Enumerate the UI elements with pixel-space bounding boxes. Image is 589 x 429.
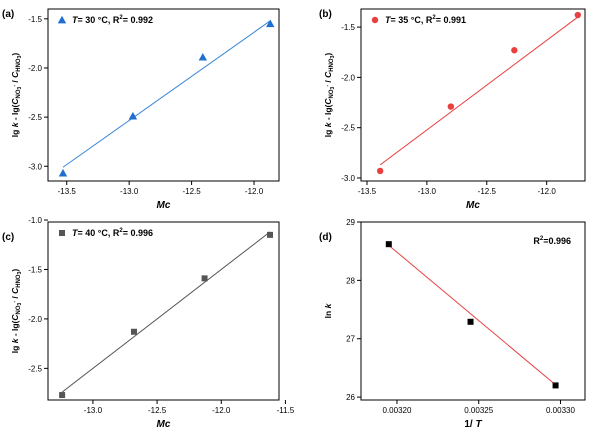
y-axis-label: ln k (323, 302, 333, 318)
data-point (552, 382, 559, 389)
x-axis-label: Mc (157, 200, 171, 211)
plot-frame (360, 221, 586, 401)
x-tick-label: -12.0 (245, 187, 264, 196)
x-tick-label: 0.00330 (546, 406, 575, 415)
data-point (467, 318, 474, 325)
y-tick-label: 28 (346, 276, 355, 285)
data-point (511, 47, 518, 54)
y-tick-label: 27 (346, 335, 355, 344)
y-tick-label: 26 (346, 393, 355, 402)
data-point (59, 392, 66, 399)
chart-panel-b: (b) -13.5 -13.0 -12.5 -12.0 -3.0 -2.5 -2.0 -1.5 M… (319, 8, 586, 211)
x-tick-label: -13.5 (58, 187, 77, 196)
legend-text: R2=0.996 (533, 236, 571, 246)
data-point (574, 11, 582, 19)
chart-panel-c: (c) -13.0 -12.5 -12.0 -11.5 -2.5 -2.0 -1.5 -1.0 M… (2, 216, 295, 429)
y-tick-label: -3.0 (341, 174, 355, 183)
panel-letter: (a) (2, 9, 14, 20)
data-point (376, 167, 384, 175)
y-tick-label: -2.5 (28, 364, 42, 373)
x-tick-label: 0.00325 (464, 406, 493, 415)
x-tick-label: -13.0 (120, 187, 139, 196)
y-tick-label: -2.0 (28, 315, 42, 324)
data-point (266, 19, 275, 28)
y-tick-label: -2.5 (341, 124, 355, 133)
y-tick-label: 29 (346, 218, 355, 227)
legend-marker (59, 230, 65, 236)
x-tick-label: -13.0 (84, 406, 103, 415)
panel-letter: (d) (319, 232, 332, 243)
chart-panel-a: (a) -13.5 -13.0 -12.5 -12.0 -3.0 -2.5 -2.0 -1.5 M… (2, 8, 280, 211)
plot-frame (47, 221, 280, 401)
x-tick-label: -13.0 (418, 187, 437, 196)
panel-letter: (b) (319, 9, 332, 20)
data-point (198, 52, 208, 61)
plot-frame (360, 8, 586, 182)
x-tick-label: 0.00320 (383, 406, 412, 415)
x-tick-label: -12.5 (148, 406, 167, 415)
y-tick-label: -2.0 (28, 64, 42, 73)
x-tick-label: -12.0 (212, 406, 231, 415)
legend-marker (371, 16, 379, 24)
data-point (385, 241, 392, 248)
panel-letter: (c) (2, 232, 14, 243)
y-tick-label: -1.5 (28, 265, 42, 274)
x-axis-label: Mc (157, 419, 171, 429)
data-point (201, 275, 208, 282)
y-axis-label: lg k - lg(CNO3- / CHNO3) (10, 53, 23, 138)
chart-panel-d: (d) 0.00320 0.00325 0.00330 26 27 28 29 1/ T ln k… (319, 218, 586, 429)
fit-line (379, 16, 579, 166)
x-tick-label: -12.5 (478, 187, 497, 196)
x-tick-label: -13.5 (358, 187, 377, 196)
fit-line (62, 20, 271, 168)
data-point (58, 168, 68, 177)
y-tick-label: -1.5 (341, 23, 355, 32)
y-tick-label: -1.0 (28, 216, 42, 225)
x-axis-label: 1/ T (464, 419, 482, 429)
y-tick-label: -2.0 (341, 73, 355, 82)
legend-text: T= 30 °C, R2= 0.992 (72, 15, 153, 25)
fit-line (61, 231, 271, 393)
legend-marker (57, 15, 67, 24)
y-tick-label: -3.0 (28, 162, 42, 171)
data-point (130, 328, 137, 335)
x-axis-label: Mc (466, 200, 480, 211)
y-axis-label: lg k - lg(CNO3- / CHNO3) (323, 53, 336, 138)
data-point (447, 103, 455, 110)
legend-text: T= 35 °C, R2= 0.991 (385, 15, 466, 25)
y-axis-label: lg k - lg(CNO3- / CHNO3) (10, 269, 23, 354)
y-tick-label: -2.5 (28, 113, 42, 122)
fit-line (388, 244, 556, 386)
x-tick-label: -12.0 (538, 187, 557, 196)
x-tick-label: -12.5 (182, 187, 201, 196)
data-point (128, 111, 138, 120)
plot-frame (47, 8, 280, 182)
data-point (267, 231, 274, 238)
x-tick-label: -11.5 (277, 406, 295, 415)
y-tick-label: -1.5 (28, 15, 42, 24)
legend-text: T= 40 °C, R2= 0.996 (72, 228, 153, 238)
